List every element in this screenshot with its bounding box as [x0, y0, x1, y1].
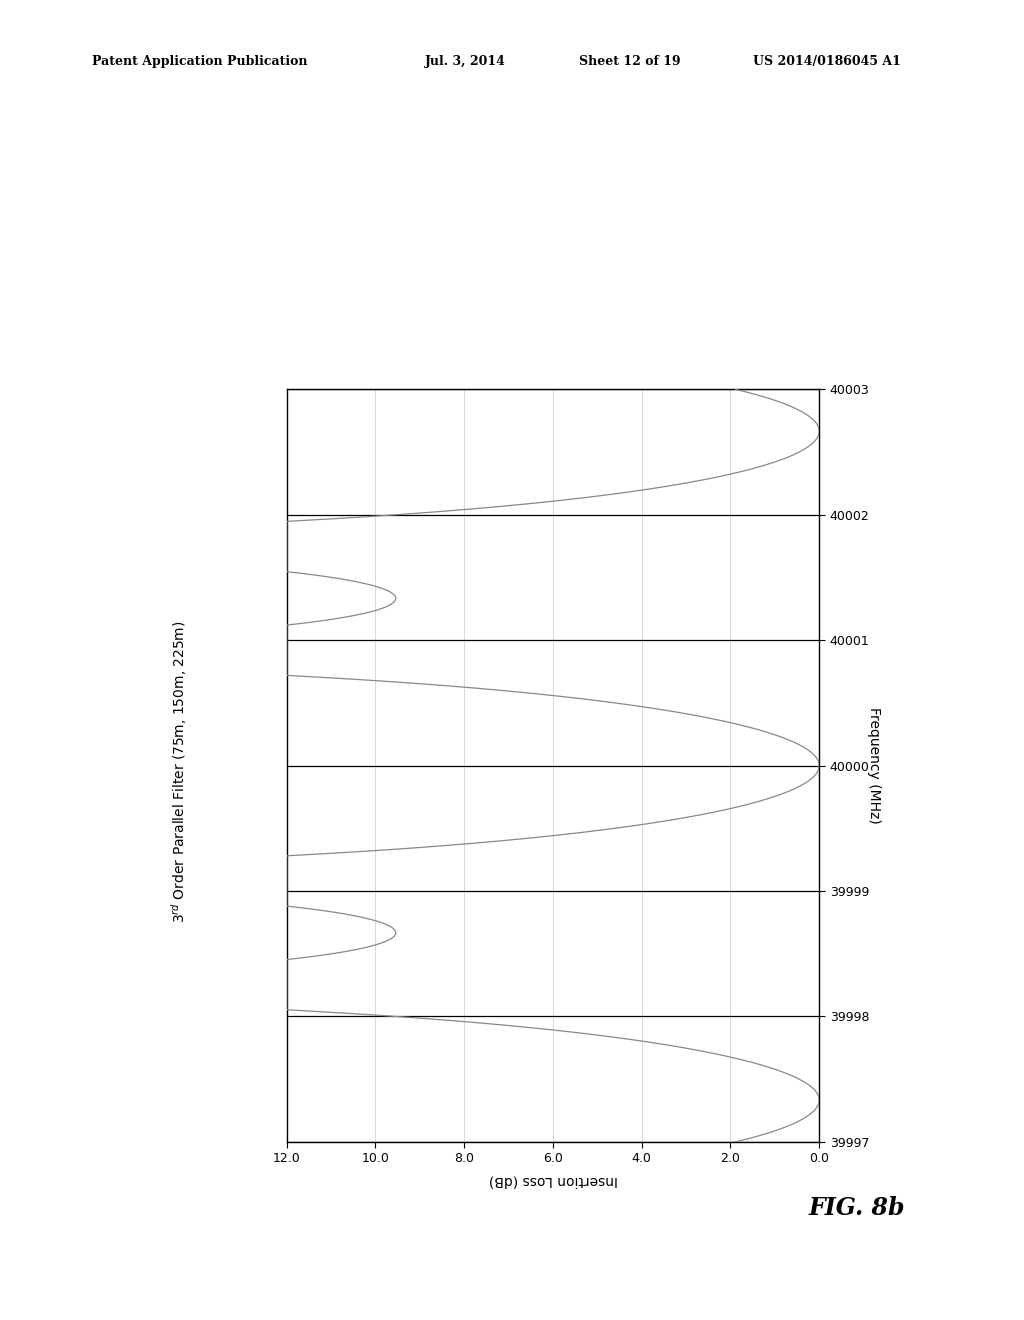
Text: US 2014/0186045 A1: US 2014/0186045 A1: [753, 55, 900, 69]
Text: Jul. 3, 2014: Jul. 3, 2014: [425, 55, 506, 69]
Text: Sheet 12 of 19: Sheet 12 of 19: [579, 55, 680, 69]
Text: $3^{rd}$ Order Parallel Filter (75m, 150m, 225m): $3^{rd}$ Order Parallel Filter (75m, 150…: [169, 620, 189, 924]
X-axis label: Insertion Loss (dB): Insertion Loss (dB): [488, 1173, 617, 1188]
Text: FIG. 8b: FIG. 8b: [809, 1196, 905, 1220]
Text: Patent Application Publication: Patent Application Publication: [92, 55, 307, 69]
Y-axis label: Frequency (MHz): Frequency (MHz): [866, 708, 881, 824]
